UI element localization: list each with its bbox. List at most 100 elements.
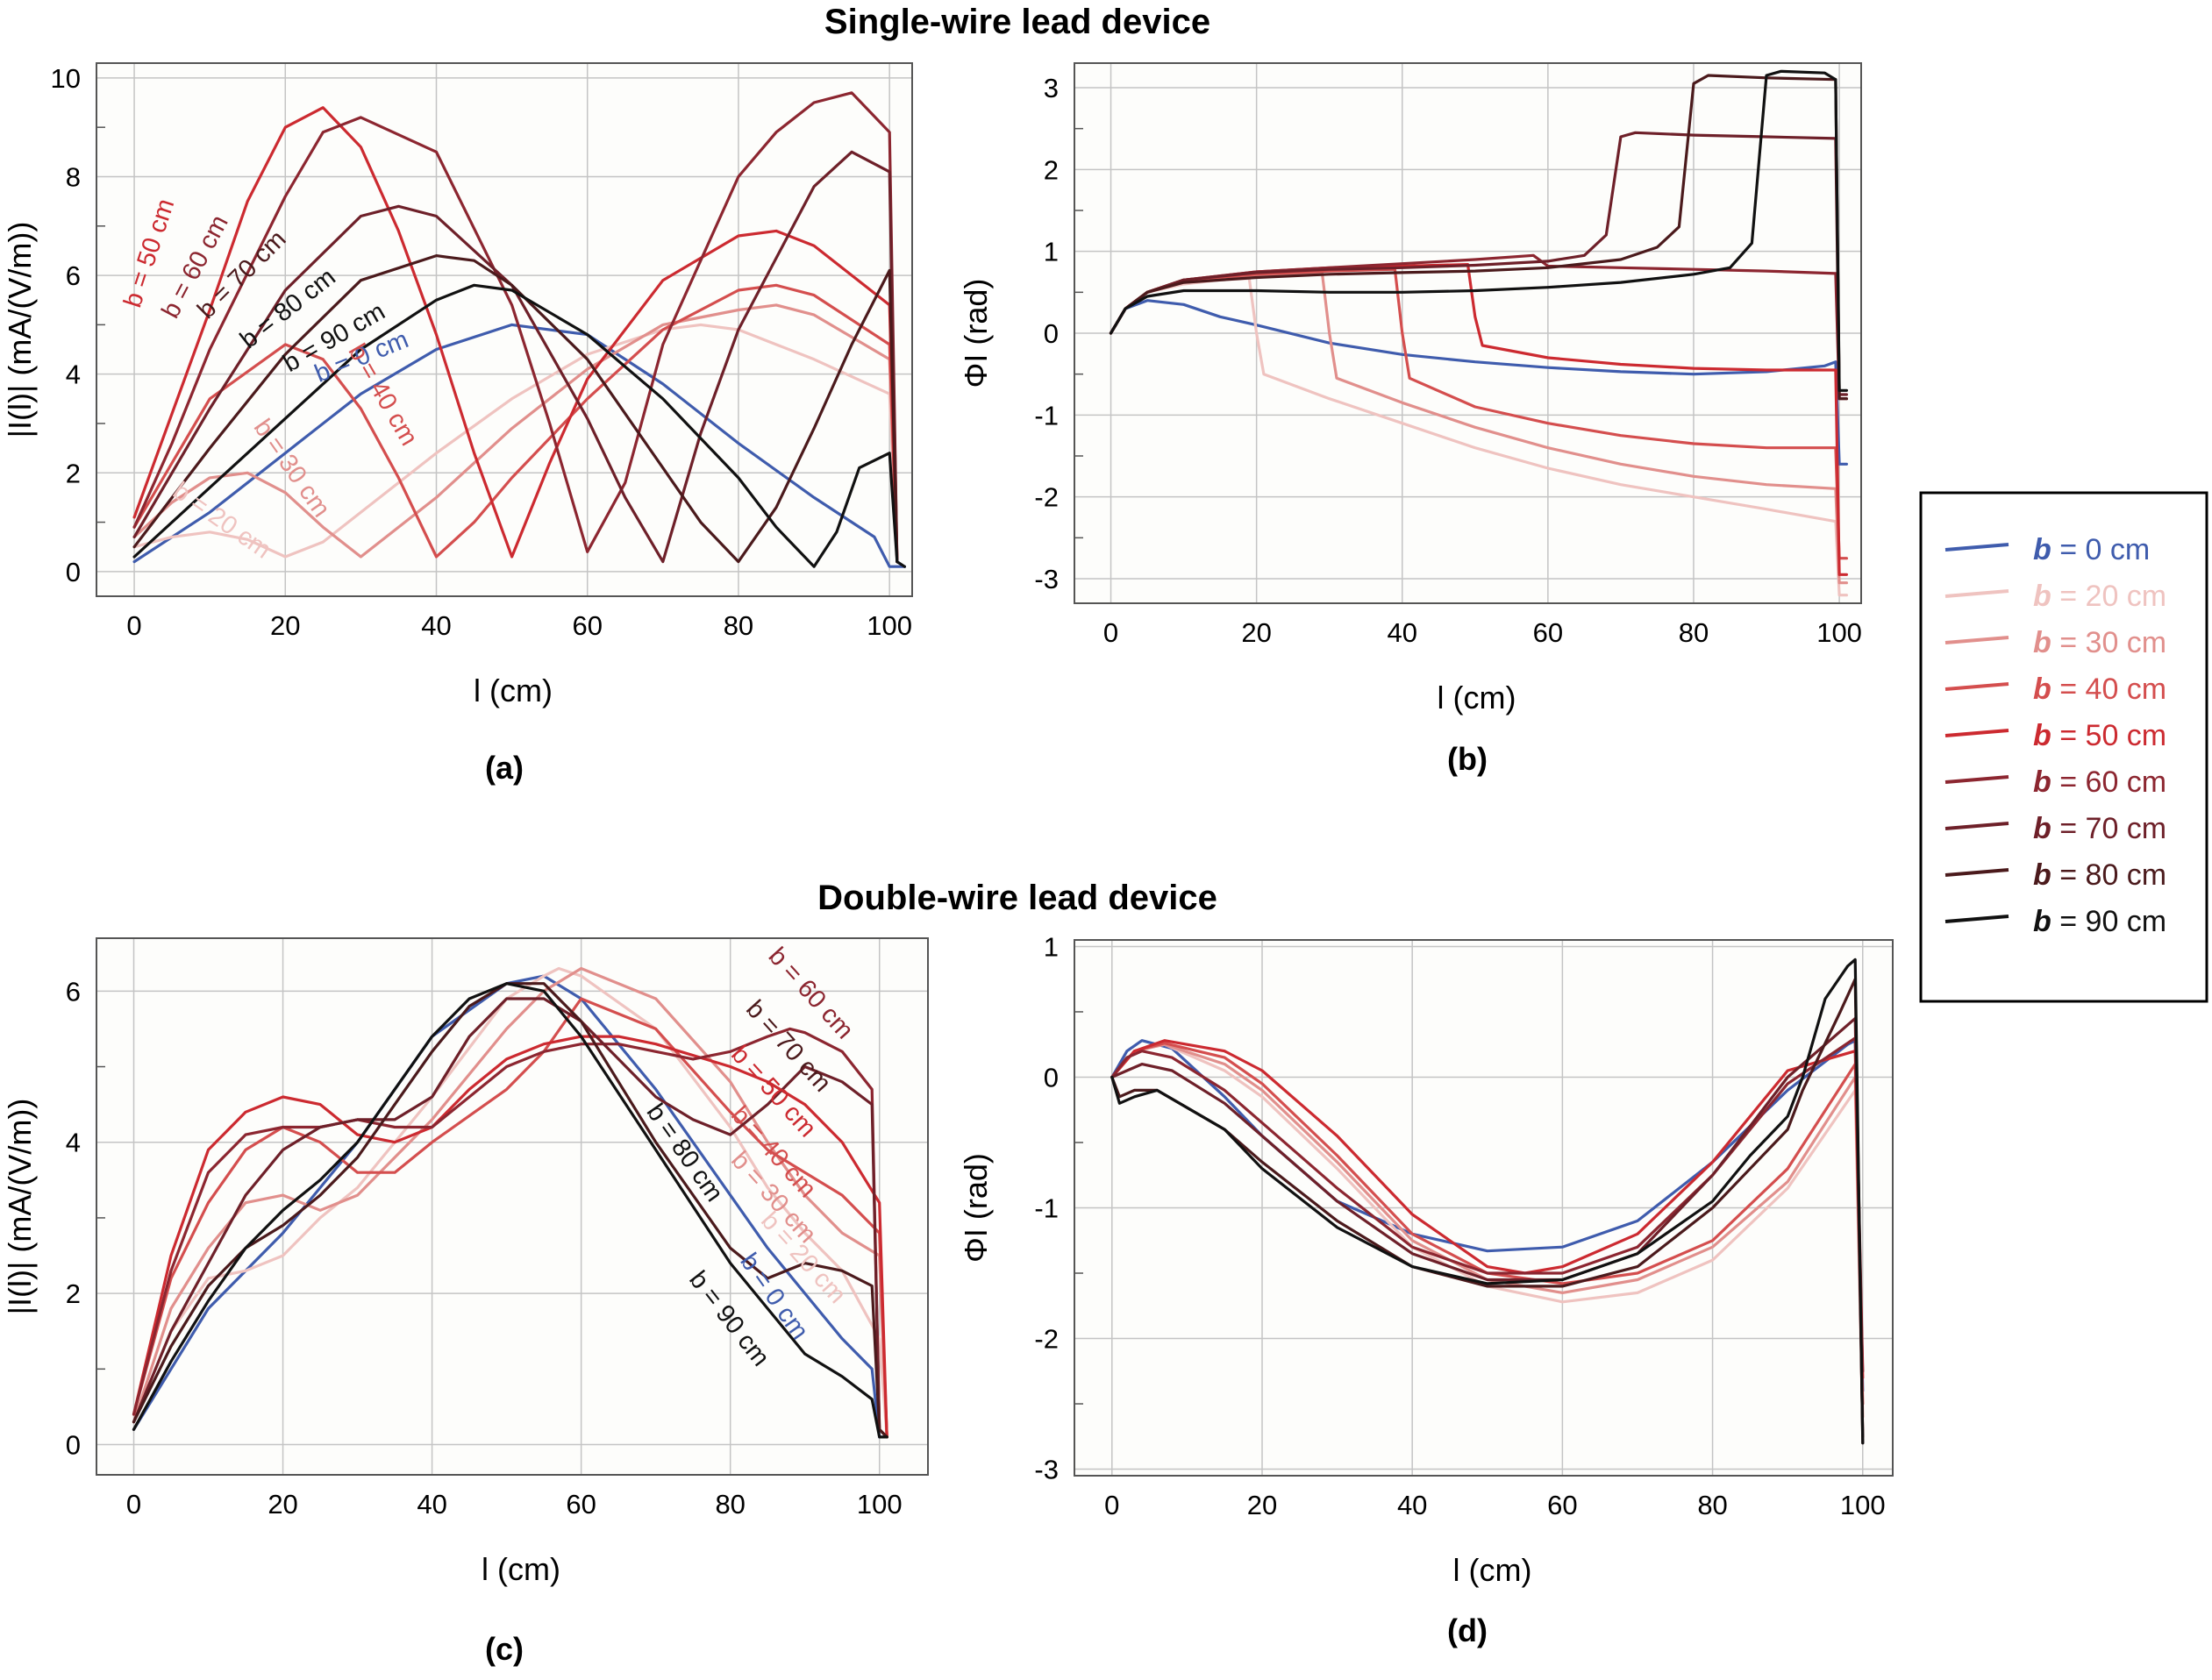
x-tick-label: 40	[421, 610, 451, 641]
y-tick-label: 0	[66, 557, 81, 587]
y-tick-label: -2	[1034, 482, 1059, 513]
x-tick-label: 20	[268, 1489, 297, 1520]
series-line	[132, 1027, 888, 1439]
x-tick-label: 0	[126, 1489, 141, 1520]
panel-label: (b)	[1447, 741, 1488, 777]
legend-entry: b = 80 cm	[2033, 858, 2166, 892]
chart-panel-b: 0 20 40 60 80 100 -3 -2 -1 0 1 2 3 l (cm) ΦI (rad) (b)	[958, 62, 1862, 777]
x-tick-label: 80	[1679, 617, 1709, 648]
series-line	[132, 303, 899, 564]
legend-var: b	[2033, 580, 2051, 613]
series-line	[132, 997, 888, 1439]
series-line	[1110, 1016, 1865, 1438]
y-tick-label: 0	[1044, 1062, 1059, 1093]
legend-value: = 20 cm	[2051, 580, 2166, 613]
x-tick-label: 80	[1697, 1490, 1727, 1520]
legend-value: = 30 cm	[2051, 626, 2166, 659]
section-title-single: Single-wire lead device	[824, 3, 1210, 41]
x-tick-label: 40	[1397, 1490, 1427, 1520]
legend-value: = 80 cm	[2051, 858, 2166, 892]
legend-value: = 0 cm	[2051, 533, 2150, 566]
plot-frame	[96, 937, 929, 1476]
legend-swatch	[1944, 775, 2009, 784]
series-line	[1110, 1039, 1865, 1379]
legend-value: = 40 cm	[2051, 673, 2166, 706]
legend-var: b	[2033, 858, 2051, 892]
x-tick-label: 80	[715, 1489, 745, 1520]
x-tick-label: 0	[1103, 617, 1118, 648]
legend-var: b	[2033, 765, 2051, 799]
x-tick-label: 0	[126, 610, 141, 641]
legend-entry: b = 20 cm	[2033, 580, 2166, 613]
section-title-double: Double-wire lead device	[817, 879, 1217, 917]
plot-area	[96, 937, 929, 1476]
panel-label: (c)	[485, 1631, 524, 1667]
series-line	[1110, 957, 1865, 1445]
plot-frame	[96, 62, 913, 597]
y-tick-label: 1	[1044, 237, 1059, 267]
y-tick-label: 6	[66, 260, 81, 291]
y-axis-label: |I(l)| (mA/(V/m))	[2, 222, 38, 438]
y-tick-label: 0	[1044, 318, 1059, 349]
x-tick-label: 100	[857, 1489, 903, 1520]
legend-value: = 60 cm	[2051, 765, 2166, 799]
series-line	[132, 1035, 888, 1439]
x-tick-label: 60	[1533, 617, 1563, 648]
y-tick-label: 10	[51, 63, 81, 94]
series-line	[1109, 299, 1848, 466]
plot-frame	[1074, 939, 1894, 1477]
series-line	[132, 966, 888, 1439]
legend-value: = 50 cm	[2051, 719, 2166, 752]
y-tick-label: 3	[1044, 73, 1059, 103]
legend-entry: b = 50 cm	[2033, 719, 2166, 752]
x-tick-label: 100	[1840, 1490, 1886, 1520]
x-tick-label: 0	[1104, 1490, 1119, 1520]
y-tick-label: 8	[66, 161, 81, 192]
series-line	[132, 283, 899, 564]
y-axis-label: ΦI (rad)	[958, 1153, 994, 1263]
x-tick-label: 40	[1388, 617, 1417, 648]
y-tick-label: 2	[1044, 154, 1059, 185]
legend-swatch	[1944, 868, 2009, 877]
x-tick-label: 40	[417, 1489, 446, 1520]
series-group	[132, 966, 888, 1439]
x-tick-label: 80	[724, 610, 753, 641]
x-axis-label: l (cm)	[474, 673, 553, 708]
series-line	[1110, 1036, 1865, 1373]
series-line	[132, 254, 899, 564]
legend-var: b	[2033, 905, 2051, 938]
y-tick-label: -1	[1034, 400, 1059, 431]
y-tick-label: 4	[66, 1128, 81, 1158]
x-tick-label: 60	[1547, 1490, 1577, 1520]
series-line	[132, 982, 888, 1439]
legend-value: = 90 cm	[2051, 905, 2166, 938]
series-line	[132, 997, 888, 1439]
y-tick-label: 2	[66, 1278, 81, 1309]
series-group	[1109, 69, 1848, 597]
series-line	[132, 982, 888, 1439]
series-line	[132, 323, 899, 564]
x-tick-label: 100	[1816, 617, 1862, 648]
x-tick-label: 20	[1247, 1490, 1277, 1520]
legend-var: b	[2033, 719, 2051, 752]
panel-label: (a)	[485, 750, 524, 786]
legend-box	[1919, 491, 2208, 1003]
legend-entry: b = 0 cm	[2033, 533, 2150, 566]
y-tick-label: 6	[66, 976, 81, 1007]
y-tick-label: 2	[66, 458, 81, 488]
series-line	[132, 106, 899, 564]
chart-panel-d: 0 20 40 60 80 100 -3 -2 -1 0 1 l (cm) ΦI (rad) (d)	[958, 931, 1894, 1648]
x-tick-label: 20	[1241, 617, 1271, 648]
series-line	[132, 91, 899, 564]
series-line	[132, 150, 899, 564]
x-tick-label: 60	[572, 610, 602, 641]
legend-entry: b = 60 cm	[2033, 765, 2166, 799]
x-tick-label: 100	[867, 610, 912, 641]
legend-entry: b = 40 cm	[2033, 673, 2166, 706]
legend-swatch	[1944, 682, 2009, 691]
series-line	[1109, 69, 1848, 392]
legend-swatch	[1944, 636, 2009, 644]
